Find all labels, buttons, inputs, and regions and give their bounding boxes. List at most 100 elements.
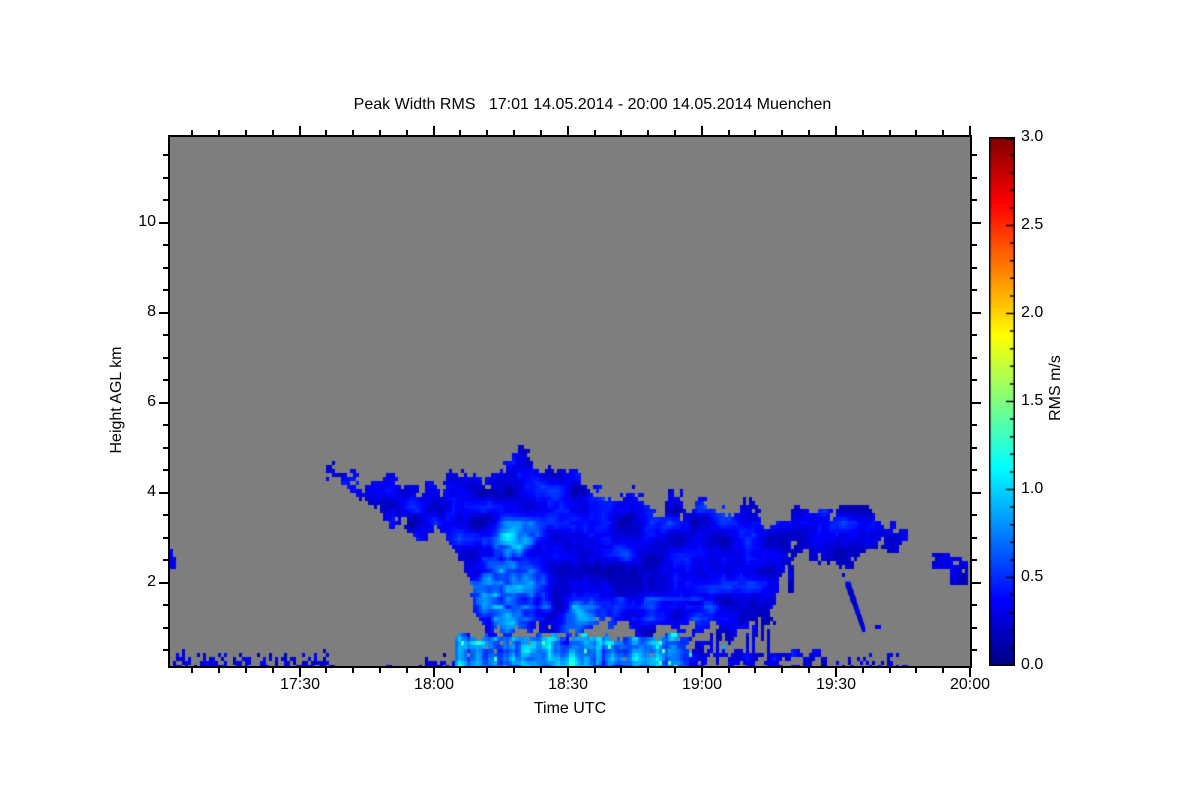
x-minor-tick-top (540, 130, 542, 135)
y-minor-tick-right (972, 357, 977, 359)
x-minor-tick-top (620, 130, 622, 135)
x-major-tick-top (969, 126, 971, 135)
heatmap-canvas (170, 137, 970, 666)
x-minor-tick-top (647, 130, 649, 135)
x-minor-tick (379, 668, 381, 673)
x-major-tick-top (433, 126, 435, 135)
colorbar-tick-label: 0.5 (1021, 568, 1044, 585)
y-minor-tick (163, 537, 168, 539)
x-major-tick-top (299, 126, 301, 135)
colorbar-tick-label: 0.0 (1021, 656, 1044, 673)
x-minor-tick (915, 668, 917, 673)
x-minor-tick (459, 668, 461, 673)
y-major-tick (159, 402, 168, 404)
y-major-tick (159, 582, 168, 584)
y-minor-tick (163, 469, 168, 471)
y-minor-tick-right (972, 649, 977, 651)
x-major-tick-top (567, 126, 569, 135)
x-minor-tick (191, 668, 193, 673)
x-minor-tick (781, 668, 783, 673)
x-minor-tick-top (406, 130, 408, 135)
y-minor-tick (163, 447, 168, 449)
x-minor-tick (674, 668, 676, 673)
x-minor-tick (862, 668, 864, 673)
y-major-tick (159, 312, 168, 314)
y-major-tick-right (972, 402, 981, 404)
y-minor-tick (163, 244, 168, 246)
y-minor-tick (163, 267, 168, 269)
x-minor-tick-top (379, 130, 381, 135)
x-major-tick (299, 668, 301, 677)
y-minor-tick (163, 604, 168, 606)
y-minor-tick (163, 424, 168, 426)
x-minor-tick-top (862, 130, 864, 135)
x-minor-tick-top (352, 130, 354, 135)
y-minor-tick-right (972, 334, 977, 336)
y-minor-tick-right (972, 424, 977, 426)
x-tick-label: 19:00 (681, 676, 723, 693)
x-minor-tick (218, 668, 220, 673)
y-minor-tick-right (972, 447, 977, 449)
y-tick-label: 6 (147, 393, 156, 410)
x-tick-label: 18:30 (547, 676, 589, 693)
colorbar-tick-label: 1.0 (1021, 480, 1044, 497)
x-minor-tick (513, 668, 515, 673)
y-minor-tick-right (972, 379, 977, 381)
x-minor-tick-top (754, 130, 756, 135)
x-minor-tick-top (594, 130, 596, 135)
colorbar-tick-label: 3.0 (1021, 128, 1044, 145)
y-minor-tick-right (972, 514, 977, 516)
x-minor-tick-top (191, 130, 193, 135)
x-minor-tick (942, 668, 944, 673)
x-minor-tick (406, 668, 408, 673)
x-minor-tick-top (513, 130, 515, 135)
colorbar-tick-label: 2.5 (1021, 216, 1044, 233)
x-minor-tick-top (325, 130, 327, 135)
y-minor-tick-right (972, 267, 977, 269)
y-minor-tick-right (972, 537, 977, 539)
x-minor-tick (647, 668, 649, 673)
y-minor-tick (163, 177, 168, 179)
y-minor-tick (163, 154, 168, 156)
x-minor-tick (486, 668, 488, 673)
x-minor-tick-top (942, 130, 944, 135)
colorbar-title: RMS m/s (1047, 355, 1064, 421)
y-minor-tick-right (972, 199, 977, 201)
x-minor-tick (594, 668, 596, 673)
x-minor-tick (325, 668, 327, 673)
y-minor-tick-right (972, 244, 977, 246)
colorbar-canvas (989, 137, 1015, 666)
x-major-tick-top (835, 126, 837, 135)
y-major-tick-right (972, 222, 981, 224)
x-major-tick (969, 668, 971, 677)
y-minor-tick (163, 649, 168, 651)
x-minor-tick-top (486, 130, 488, 135)
chart-title: Peak Width RMS 17:01 14.05.2014 - 20:00 … (353, 96, 832, 113)
y-minor-tick-right (972, 559, 977, 561)
x-tick-label: 18:00 (413, 676, 455, 693)
x-major-tick (567, 668, 569, 677)
y-tick-label: 10 (138, 213, 156, 230)
colorbar-tick-label: 2.0 (1021, 304, 1044, 321)
y-minor-tick (163, 379, 168, 381)
x-major-tick (433, 668, 435, 677)
y-minor-tick (163, 334, 168, 336)
y-axis-title: Height AGL km (108, 346, 125, 454)
x-minor-tick-top (781, 130, 783, 135)
y-major-tick (159, 222, 168, 224)
x-minor-tick-top (218, 130, 220, 135)
y-minor-tick (163, 627, 168, 629)
y-major-tick-right (972, 492, 981, 494)
x-minor-tick (620, 668, 622, 673)
x-minor-tick-top (245, 130, 247, 135)
x-minor-tick-top (728, 130, 730, 135)
x-minor-tick (889, 668, 891, 673)
y-minor-tick (163, 199, 168, 201)
x-minor-tick-top (674, 130, 676, 135)
x-tick-label: 17:30 (279, 676, 321, 693)
y-major-tick-right (972, 582, 981, 584)
x-minor-tick (245, 668, 247, 673)
colorbar-tick-label: 1.5 (1021, 392, 1044, 409)
x-minor-tick (272, 668, 274, 673)
y-major-tick-right (972, 312, 981, 314)
